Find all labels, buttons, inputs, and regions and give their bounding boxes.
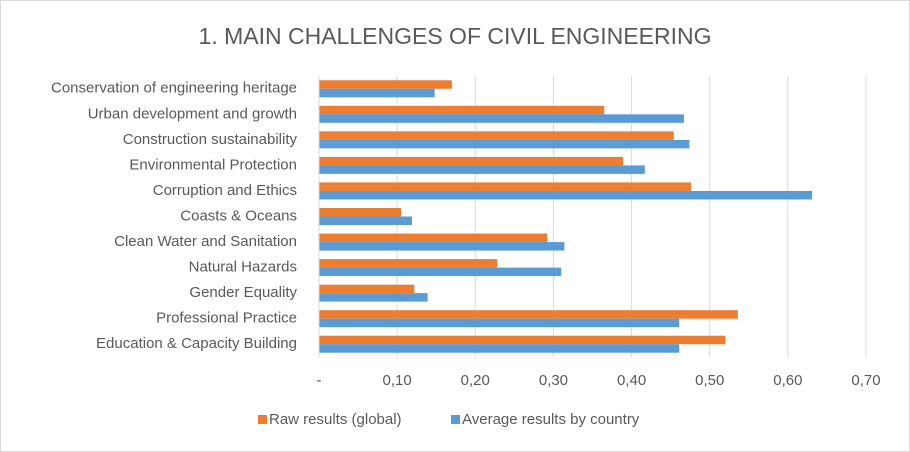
legend-swatch	[451, 415, 460, 424]
x-tick-label: 0,40	[617, 372, 646, 389]
bar	[319, 208, 402, 217]
x-tick-label: 0,20	[461, 372, 490, 389]
bar	[319, 114, 684, 123]
y-tick-label: Conservation of engineering heritage	[51, 80, 297, 97]
bar	[319, 233, 548, 243]
bar	[319, 318, 680, 328]
bar	[319, 216, 412, 225]
y-tick-label: Clean Water and Sanitation	[114, 233, 297, 250]
y-tick-label: Environmental Protection	[129, 156, 297, 173]
y-tick-label: Corruption and Ethics	[153, 182, 297, 199]
bar	[319, 156, 623, 166]
legend-swatch	[258, 415, 267, 424]
bar	[319, 310, 738, 319]
x-tick-label: 0,30	[539, 372, 568, 389]
y-tick-label: Natural Hazards	[189, 259, 297, 276]
x-tick-label: -	[317, 372, 322, 389]
y-tick-label: Coasts & Oceans	[180, 207, 297, 224]
chart-title: 1. MAIN CHALLENGES OF CIVIL ENGINEERING	[199, 23, 712, 49]
bar	[319, 165, 645, 174]
bar	[319, 105, 605, 115]
legend-label: Raw results (global)	[269, 411, 402, 428]
bar	[319, 131, 674, 140]
x-tick-label: 0,10	[383, 372, 412, 389]
bar	[319, 284, 415, 294]
y-tick-label: Education & Capacity Building	[96, 335, 297, 352]
x-tick-label: 0,50	[695, 372, 724, 389]
bar	[319, 80, 452, 89]
bar	[319, 182, 691, 191]
x-tick-label: 0,70	[851, 372, 880, 389]
y-tick-label: Construction sustainability	[123, 131, 298, 148]
bar	[319, 259, 498, 268]
bar	[319, 139, 690, 149]
bar	[319, 242, 565, 251]
y-tick-label: Urban development and growth	[88, 105, 297, 122]
bar	[319, 88, 435, 98]
bar	[319, 190, 813, 200]
x-tick-label: 0,60	[773, 372, 802, 389]
y-tick-label: Gender Equality	[189, 284, 297, 301]
bar	[319, 293, 428, 302]
bar	[319, 344, 680, 353]
bar	[319, 335, 726, 345]
legend-label: Average results by country	[462, 411, 640, 428]
y-tick-label: Professional Practice	[156, 310, 297, 327]
bar	[319, 267, 562, 277]
